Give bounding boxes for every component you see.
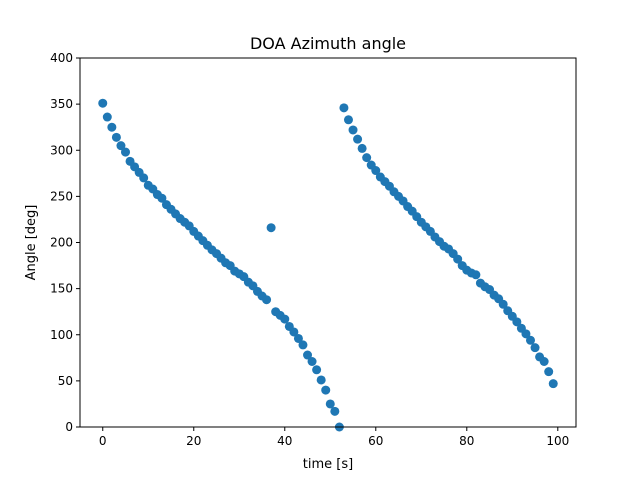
- y-tick-label: 350: [50, 97, 73, 111]
- data-point: [107, 122, 117, 132]
- x-tick-label: 80: [459, 434, 474, 448]
- x-ticks: 0 20 40 60 80 100: [99, 427, 569, 448]
- data-point: [357, 143, 367, 153]
- data-point: [530, 343, 540, 353]
- y-tick-label: 250: [50, 189, 73, 203]
- data-point: [539, 357, 549, 367]
- x-tick-label: 100: [546, 434, 569, 448]
- data-point: [339, 103, 349, 113]
- data-point: [330, 406, 340, 416]
- chart-title: DOA Azimuth angle: [250, 34, 406, 53]
- data-point: [548, 379, 558, 389]
- data-point: [325, 399, 335, 409]
- data-point: [102, 112, 112, 122]
- x-tick-label: 40: [277, 434, 292, 448]
- y-tick-label: 0: [65, 420, 73, 434]
- data-point: [521, 329, 531, 339]
- data-point: [307, 357, 317, 367]
- data-points: [98, 98, 558, 432]
- x-tick-label: 20: [186, 434, 201, 448]
- x-axis-label: time [s]: [303, 457, 353, 472]
- y-tick-label: 300: [50, 143, 73, 157]
- data-point: [303, 350, 313, 360]
- data-point: [280, 314, 290, 324]
- data-point: [312, 365, 322, 375]
- data-point: [116, 141, 126, 151]
- data-point: [293, 333, 303, 343]
- data-point: [98, 98, 108, 108]
- y-ticks: 0 50 100 150 200 250 300 350 400: [50, 51, 80, 434]
- x-tick-label: 0: [99, 434, 107, 448]
- data-point: [111, 132, 121, 142]
- data-point: [298, 340, 308, 350]
- data-point: [353, 134, 363, 144]
- data-point: [321, 385, 331, 395]
- data-point: [544, 367, 554, 377]
- data-point: [121, 147, 131, 157]
- data-point: [348, 125, 358, 135]
- y-tick-label: 400: [50, 51, 73, 65]
- data-point: [512, 317, 522, 327]
- data-point: [471, 270, 481, 280]
- data-point: [266, 223, 276, 233]
- data-point: [343, 115, 353, 125]
- data-point: [157, 193, 167, 203]
- data-point: [453, 254, 463, 264]
- y-tick-label: 150: [50, 282, 73, 296]
- data-point: [262, 295, 272, 305]
- data-point: [498, 299, 508, 309]
- y-tick-label: 200: [50, 236, 73, 250]
- x-tick-label: 60: [368, 434, 383, 448]
- data-point: [316, 375, 326, 385]
- y-axis-label: Angle [deg]: [24, 205, 39, 281]
- y-tick-label: 100: [50, 328, 73, 342]
- plot-area-frame: [79, 57, 577, 428]
- data-point: [525, 335, 535, 345]
- y-tick-label: 50: [58, 374, 73, 388]
- data-point: [139, 173, 149, 183]
- data-point: [289, 327, 299, 337]
- data-point: [362, 153, 372, 163]
- data-point: [371, 166, 381, 176]
